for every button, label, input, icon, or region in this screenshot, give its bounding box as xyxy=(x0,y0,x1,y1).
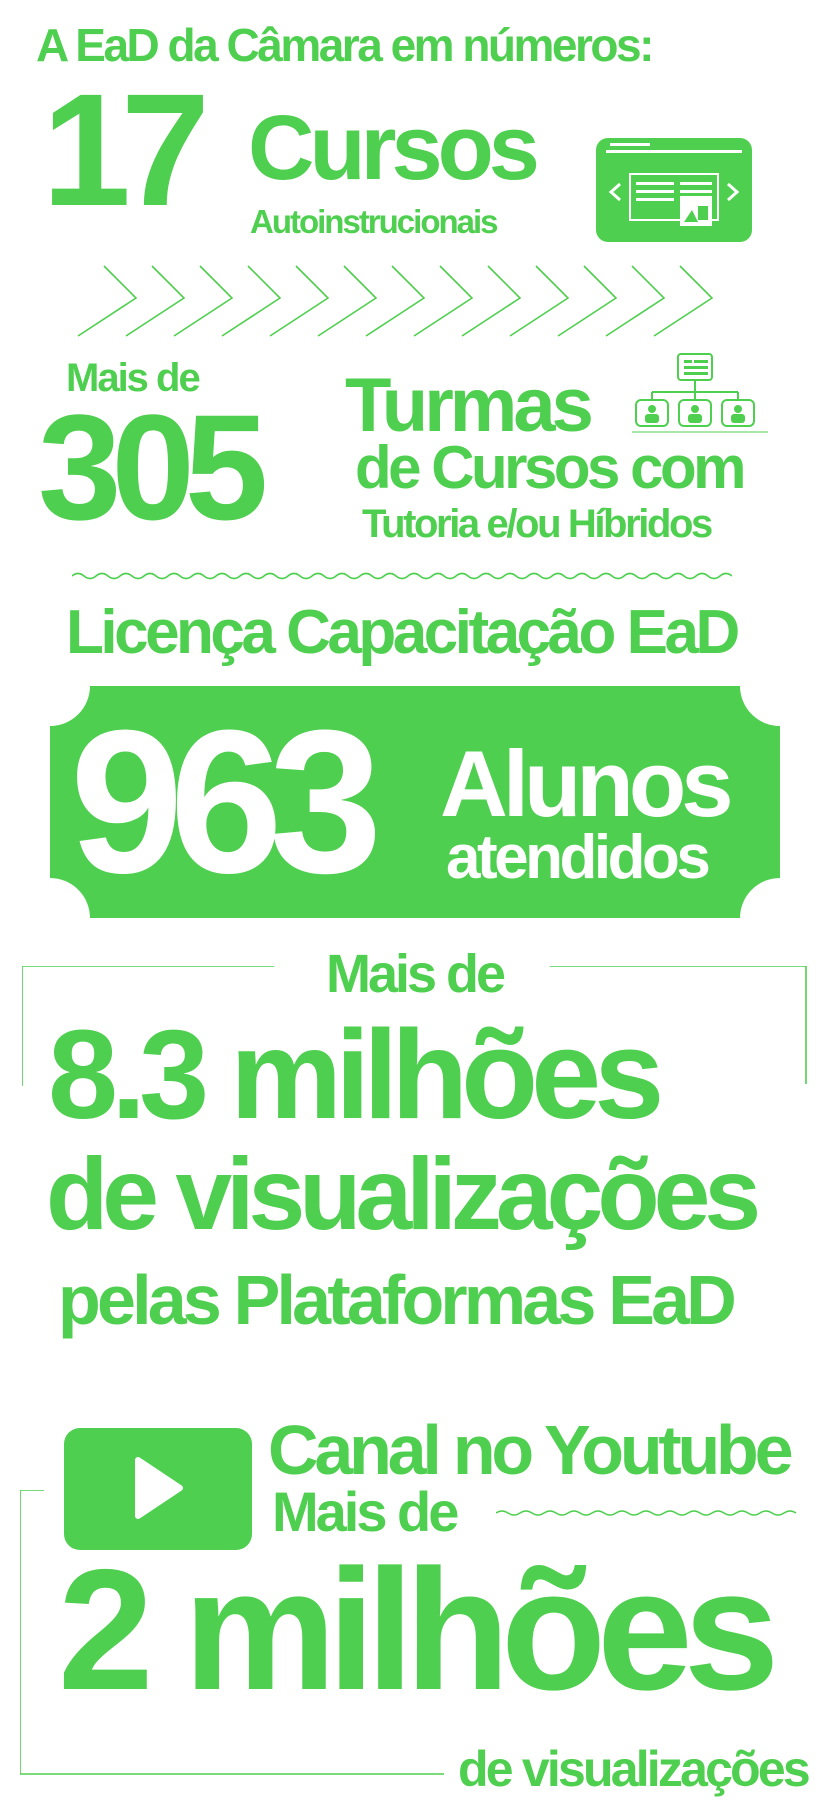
license-ticket-panel xyxy=(50,686,780,918)
views-line1: 8.3 milhões xyxy=(48,1004,664,1145)
license-line1: Alunos xyxy=(440,731,734,836)
classes-line2: de Cursos com xyxy=(355,434,746,501)
courses-subtitle: Autoinstrucionais xyxy=(250,203,499,240)
views-line3: pelas Plataformas EaD xyxy=(58,1261,737,1339)
classes-line1: Turmas xyxy=(345,363,594,448)
org-chart-people-icon xyxy=(622,350,768,438)
license-number: 963 xyxy=(70,688,382,916)
courses-title: Cursos xyxy=(248,97,540,199)
license-line2: atendidos xyxy=(446,823,711,892)
views-bracket-frame xyxy=(22,966,812,1086)
youtube-number: 2 milhões xyxy=(58,1534,779,1726)
views-prefix: Mais de xyxy=(326,944,506,1004)
youtube-line2: Mais de xyxy=(272,1480,459,1543)
views-line2: de visualizações xyxy=(46,1137,761,1251)
courses-number: 17 xyxy=(42,60,210,239)
chevron-divider xyxy=(70,262,730,338)
youtube-line3: de visualizações xyxy=(458,1741,811,1797)
classes-number: 305 xyxy=(38,383,268,551)
wavy-divider xyxy=(72,570,732,582)
classes-prefix: Mais de xyxy=(66,356,201,400)
license-title: Licença Capacitação EaD xyxy=(66,598,740,667)
youtube-play-icon xyxy=(64,1428,252,1550)
wavy-divider xyxy=(496,1508,802,1518)
youtube-bracket-frame xyxy=(20,1490,450,1780)
classes-line3: Tutoria e/ou Híbridos xyxy=(362,502,713,546)
youtube-line1: Canal no Youtube xyxy=(268,1411,794,1489)
page-title: A EaD da Câmara em números: xyxy=(36,19,654,71)
presentation-slides-icon xyxy=(596,138,752,242)
